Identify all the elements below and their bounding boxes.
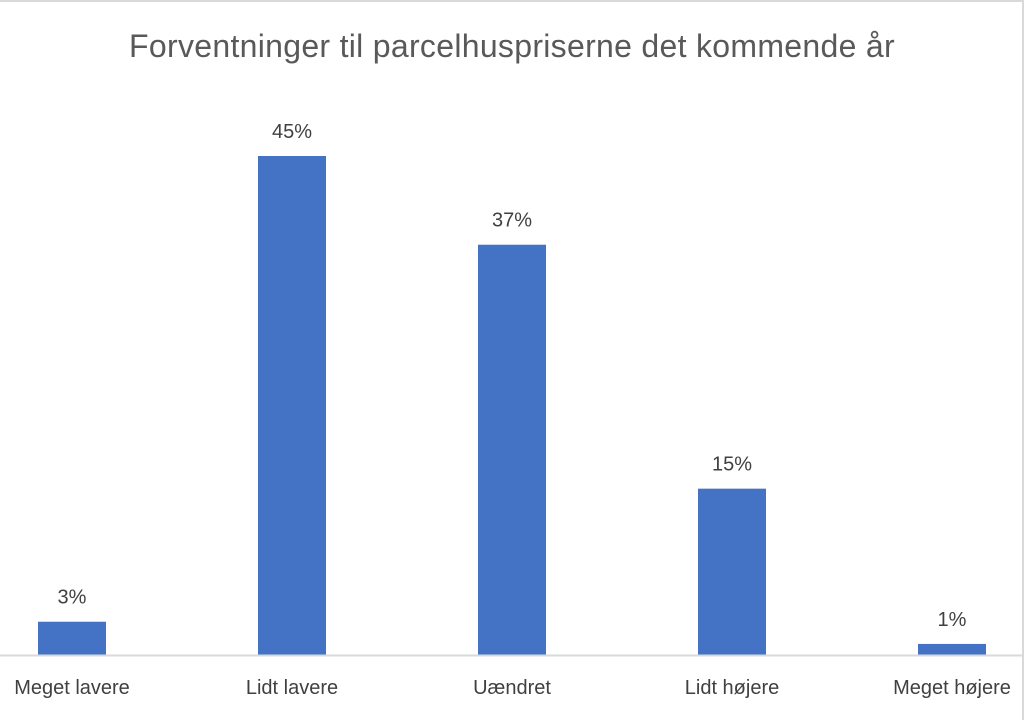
- x-tick-label-4: Lidt højere: [685, 677, 780, 699]
- data-label-2: 45%: [272, 121, 312, 143]
- x-tick-label-5: Meget højere: [893, 677, 1011, 699]
- data-label-4: 15%: [712, 454, 752, 476]
- x-tick-label-3: Uændret: [473, 677, 551, 699]
- bar-5: [918, 643, 986, 655]
- data-label-1: 3%: [58, 587, 87, 609]
- bar-1: [38, 621, 106, 655]
- bar-4: [698, 488, 766, 655]
- data-label-5: 1%: [938, 609, 967, 631]
- x-tick-label-2: Lidt lavere: [246, 677, 338, 699]
- data-label-3: 37%: [492, 210, 532, 232]
- chart-title: Forventninger til parcelhuspriserne det …: [129, 28, 895, 64]
- bar-2: [258, 156, 326, 655]
- bar-3: [478, 244, 546, 655]
- x-tick-label-1: Meget lavere: [14, 677, 130, 699]
